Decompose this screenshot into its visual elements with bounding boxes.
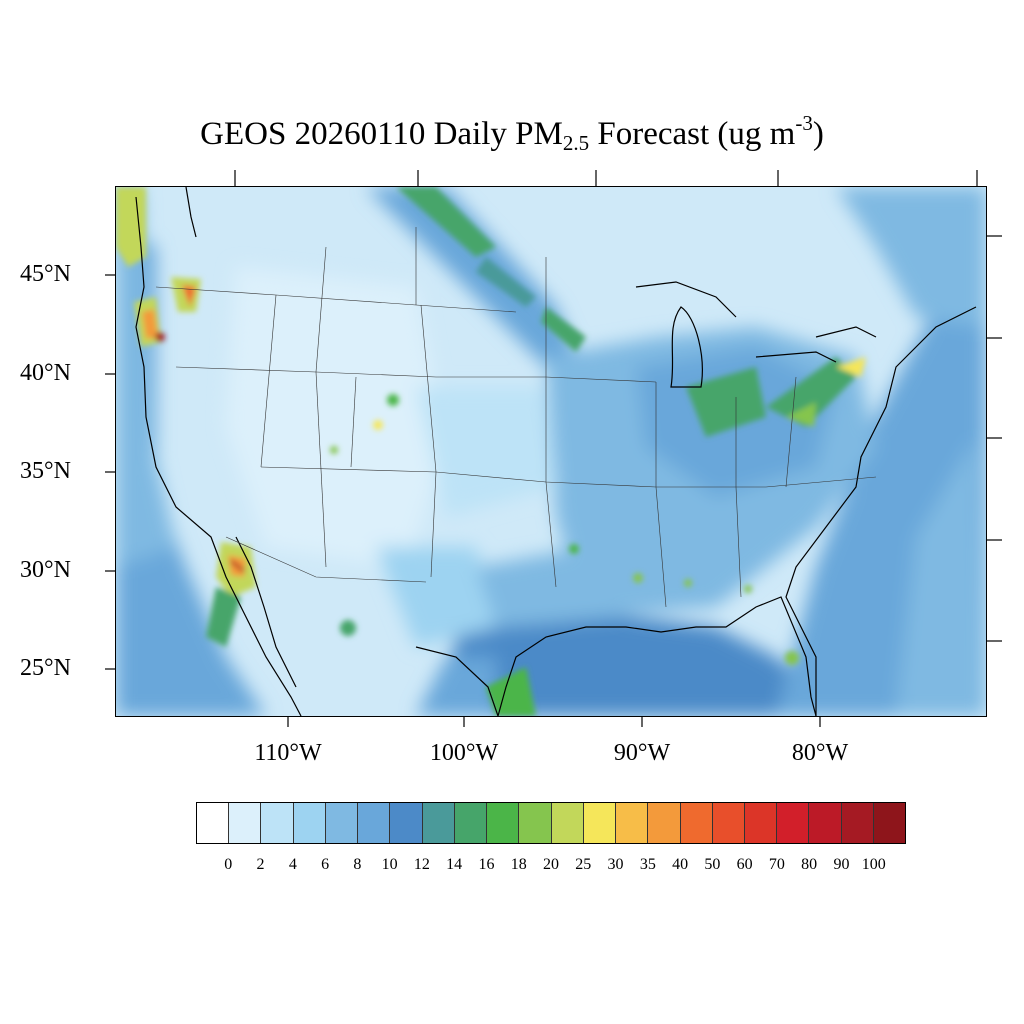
lon-label-80w: 80°W [791, 740, 849, 766]
colorbar-box [648, 803, 681, 843]
colorbar-box [873, 803, 906, 843]
colorbar-box [712, 803, 745, 843]
colorbar-box [454, 803, 488, 843]
colorbar-label: 50 [704, 856, 721, 873]
pm25-map [116, 187, 986, 716]
colorbar-box [261, 803, 294, 843]
colorbar-label: 2 [256, 856, 265, 873]
colorbar-label: 35 [639, 856, 656, 873]
colorbar-box [519, 803, 552, 843]
title-superscript: -3 [795, 111, 813, 135]
colorbar-label: 10 [381, 856, 398, 873]
coastline [135, 187, 977, 716]
colorbar-label: 30 [607, 856, 624, 873]
colorbar-box [744, 803, 778, 843]
colorbar-label: 16 [478, 856, 495, 873]
pm-hotspots [116, 187, 866, 716]
colorbar-label: 4 [288, 856, 297, 873]
colorbar-label: 80 [801, 856, 818, 873]
colorbar-box [197, 803, 230, 843]
colorbar-box [551, 803, 584, 843]
colorbar-box [487, 803, 520, 843]
title-end: ) [812, 116, 824, 152]
colorbar-label: 100 [861, 856, 886, 873]
lon-label-90w: 90°W [613, 740, 671, 766]
lat-label-25n: 25°N [20, 655, 71, 681]
colorbar-box [841, 803, 874, 843]
colorbar-box [583, 803, 617, 843]
colorbar [196, 802, 906, 844]
colorbar-label: 18 [510, 856, 527, 873]
colorbar-label: 20 [543, 856, 559, 873]
lat-label-30n: 30°N [20, 557, 71, 583]
colorbar-label: 60 [736, 856, 753, 873]
colorbar-box [229, 803, 262, 843]
lat-label-40n: 40°N [20, 360, 71, 386]
colorbar-label: 6 [321, 856, 330, 873]
colorbar-label: 12 [413, 856, 430, 873]
colorbar-box [325, 803, 359, 843]
lon-label-100w: 100°W [429, 740, 499, 766]
colorbar-label: 70 [768, 856, 785, 873]
colorbar-box [358, 803, 391, 843]
map-frame [115, 186, 987, 717]
colorbar-label: 90 [833, 856, 850, 873]
colorbar-label: 14 [446, 856, 463, 873]
colorbar-box [422, 803, 455, 843]
title-subscript: 2.5 [562, 131, 590, 155]
colorbar-box [293, 803, 326, 843]
colorbar-box [616, 803, 649, 843]
colorbar-box [809, 803, 842, 843]
title-middle: Forecast (ug m [589, 116, 796, 152]
title-main: GEOS 20260110 Daily PM [200, 116, 563, 152]
lat-label-35n: 35°N [20, 458, 71, 484]
colorbar-box [777, 803, 810, 843]
state-borders [155, 227, 877, 608]
colorbar-label: 25 [575, 856, 592, 873]
concentration-field [116, 187, 986, 716]
lon-label-110w: 110°W [254, 740, 322, 766]
colorbar-label: 40 [672, 856, 689, 873]
colorbar-box [680, 803, 713, 843]
colorbar-label: 8 [353, 856, 362, 873]
colorbar-label: 0 [224, 856, 233, 873]
lat-label-45n: 45°N [20, 261, 71, 287]
map-title: GEOS 20260110 Daily PM2.5 Forecast (ug m… [0, 112, 1024, 156]
colorbar-box [390, 803, 423, 843]
